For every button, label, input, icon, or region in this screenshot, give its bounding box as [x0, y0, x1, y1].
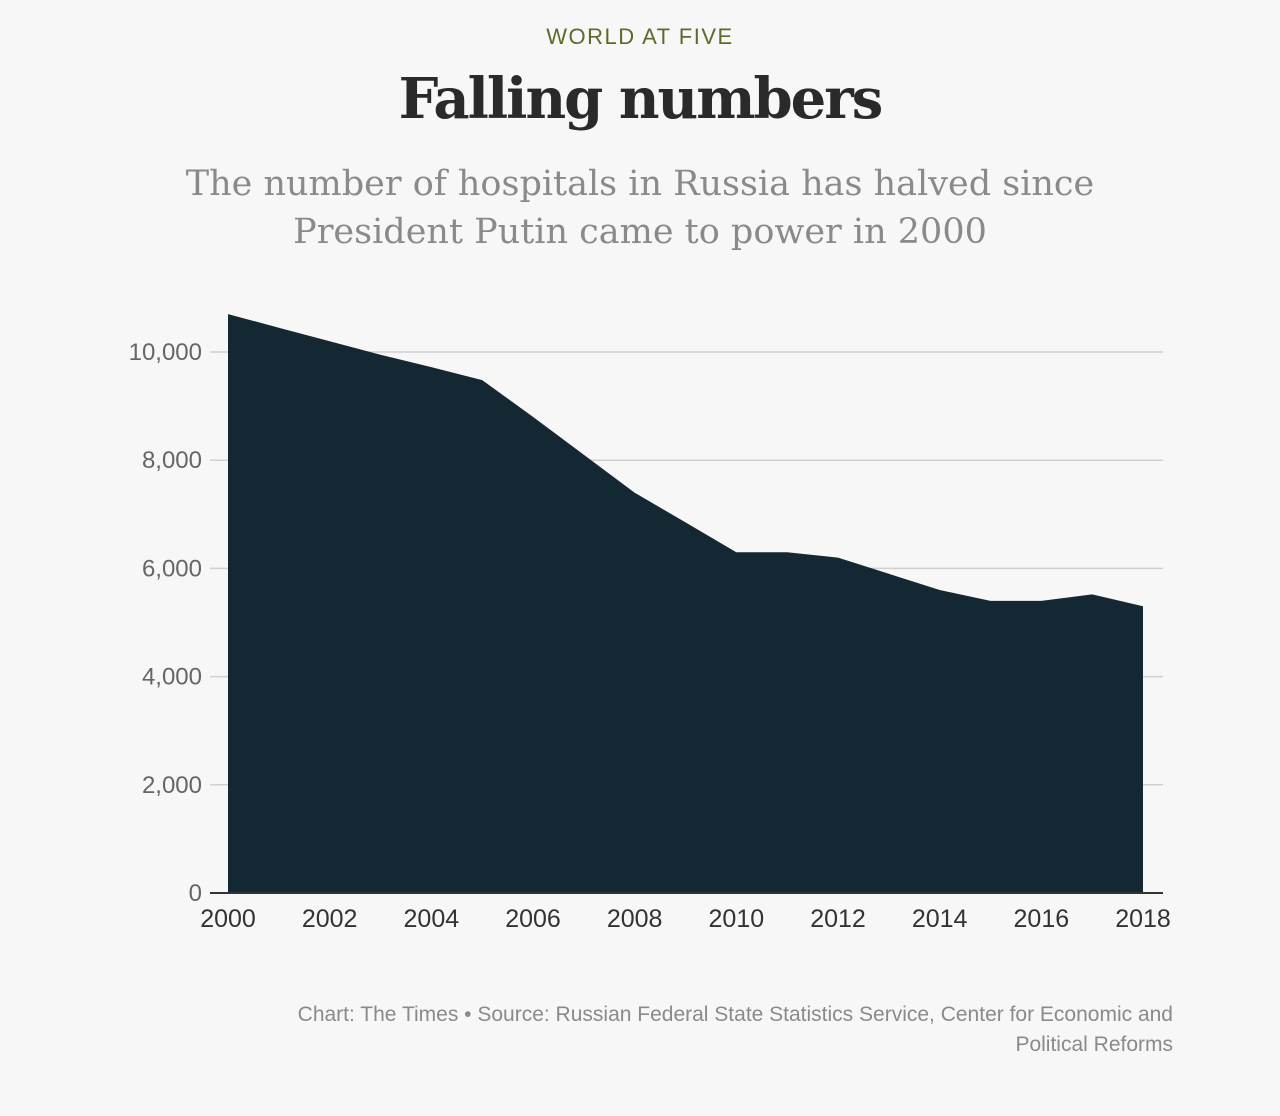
y-tick-label: 6,000 — [142, 555, 202, 582]
x-tick-label: 2008 — [607, 905, 663, 933]
x-tick-label: 2018 — [1115, 905, 1171, 933]
chart-subtitle: The number of hospitals in Russia has ha… — [185, 164, 1095, 252]
chart-title: Falling numbers — [398, 66, 884, 132]
x-tick-label: 2014 — [912, 905, 968, 933]
x-tick-label: 2012 — [810, 905, 866, 933]
y-tick-label: 10,000 — [129, 339, 202, 366]
x-tick-label: 2004 — [404, 905, 460, 933]
area-series — [228, 314, 1143, 894]
area-chart: 0 2,000 4,000 6,000 8,000 10,000 2000 2002 2004 2… — [129, 314, 1171, 933]
x-tick-label: 2010 — [709, 905, 765, 933]
y-tick-label: 8,000 — [142, 447, 202, 474]
source-line-2: Political Reforms — [1015, 1033, 1173, 1056]
kicker-label: WORLD AT FIVE — [546, 24, 734, 49]
source-note: Chart: The Times • Source: Russian Feder… — [160, 1000, 1173, 1060]
y-tick-label: 4,000 — [142, 664, 202, 691]
x-tick-label: 2006 — [505, 905, 561, 933]
x-tick-label: 2016 — [1014, 905, 1070, 933]
x-tick-label: 2002 — [302, 905, 358, 933]
x-tick-label: 2000 — [200, 905, 256, 933]
hospitals-area — [228, 314, 1143, 894]
y-tick-label: 0 — [189, 880, 202, 907]
axes: 0 2,000 4,000 6,000 8,000 10,000 2000 2002 2004 2… — [129, 339, 1171, 933]
y-tick-label: 2,000 — [142, 772, 202, 799]
source-line-1: Chart: The Times • Source: Russian Feder… — [297, 1003, 1173, 1026]
